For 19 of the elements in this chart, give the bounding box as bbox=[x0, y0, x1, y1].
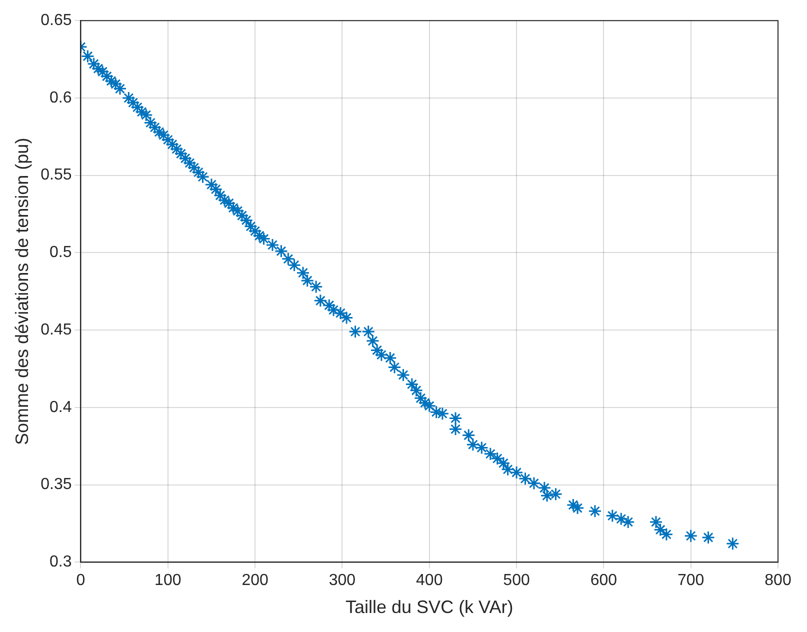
x-tick-label: 400 bbox=[416, 572, 443, 590]
y-tick-label: 0.5 bbox=[49, 244, 72, 262]
x-tick-label: 500 bbox=[503, 572, 530, 590]
x-tick-label: 700 bbox=[677, 572, 704, 590]
y-tick-label: 0.65 bbox=[40, 12, 72, 30]
y-tick-label: 0.3 bbox=[49, 554, 72, 571]
x-tick-label: 300 bbox=[328, 572, 356, 590]
y-axis-title: Somme des déviations de tension (pu) bbox=[12, 138, 32, 445]
y-tick-label: 0.45 bbox=[40, 321, 72, 338]
x-tick-label: 100 bbox=[154, 572, 182, 590]
x-tick-label: 600 bbox=[590, 572, 618, 590]
y-tick-label: 0.35 bbox=[40, 476, 72, 494]
y-tick-label: 0.6 bbox=[49, 89, 72, 106]
y-tick-label: 0.55 bbox=[40, 166, 72, 184]
y-tick-label: 0.4 bbox=[49, 398, 72, 416]
x-axis-title: Taille du SVC (k VAr) bbox=[346, 597, 514, 618]
x-tick-label: 200 bbox=[242, 572, 268, 590]
x-tick-label: 0 bbox=[76, 572, 86, 590]
x-tick-label: 800 bbox=[764, 572, 792, 590]
